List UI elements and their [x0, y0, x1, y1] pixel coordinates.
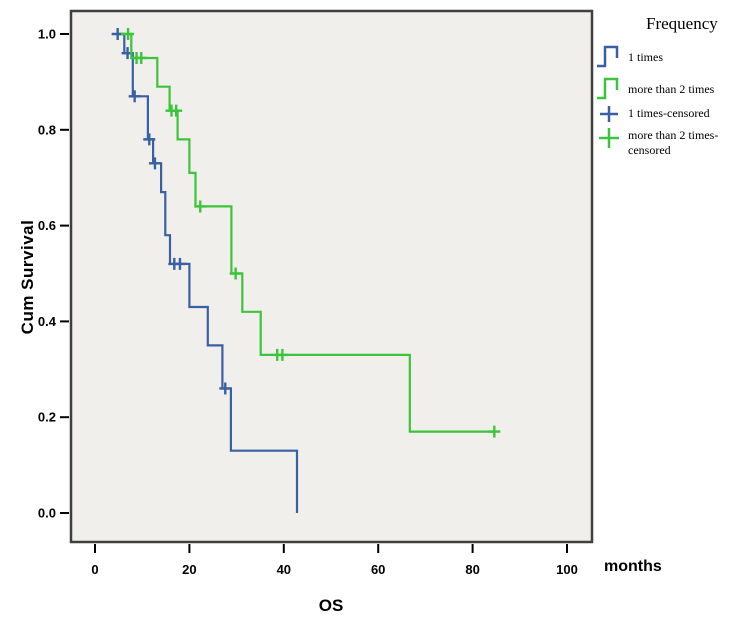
- legend-item-more-than-2-times: more than 2 times: [596, 73, 748, 101]
- censored-mark-1: [276, 348, 289, 361]
- step-line-icon: [596, 73, 628, 101]
- legend: Frequency 1 times more than 2 times: [596, 14, 748, 162]
- censored-mark-0: [128, 90, 141, 103]
- y-tick-label: 0.0: [38, 506, 56, 521]
- x-tick-label: 0: [91, 562, 98, 577]
- legend-item-more-than-2-times-censored: more than 2 times-censored: [596, 127, 748, 158]
- legend-item-1-times: 1 times: [596, 41, 748, 69]
- censored-mark-1: [194, 200, 207, 213]
- x-tick-label: 80: [465, 562, 479, 577]
- x-tick-label: 20: [182, 562, 196, 577]
- censored-mark-0: [173, 257, 186, 270]
- censored-mark-1: [229, 267, 242, 280]
- legend-item-label: 1 times: [628, 50, 663, 64]
- legend-item-label: more than 2 times: [628, 82, 715, 96]
- censored-mark-0: [219, 382, 232, 395]
- legend-title: Frequency: [646, 14, 718, 33]
- censored-mark-1: [170, 104, 183, 117]
- y-tick-label: 1.0: [38, 27, 56, 42]
- x-axis-title: OS: [318, 596, 344, 615]
- x-tick-label: 60: [371, 562, 385, 577]
- x-axis-unit-label: months: [604, 558, 662, 575]
- survival-curve-1: [121, 32, 495, 433]
- plus-mark-icon: [596, 105, 628, 123]
- censored-mark-0: [143, 133, 156, 146]
- x-tick-label: 100: [556, 562, 578, 577]
- censored-mark-1: [122, 28, 135, 40]
- y-tick-label: 0.8: [38, 122, 56, 137]
- censored-mark-0: [148, 157, 161, 170]
- legend-item-1-times-censored: 1 times-censored: [596, 105, 748, 123]
- x-tick-label: 40: [277, 562, 291, 577]
- y-tick-label: 0.6: [38, 218, 56, 233]
- step-line-icon: [596, 41, 628, 69]
- legend-item-label: 1 times-censored: [628, 106, 710, 120]
- legend-item-label: more than 2 times-censored: [628, 128, 719, 157]
- y-axis-title: Cum Survival: [18, 219, 37, 335]
- y-tick-label: 0.2: [38, 410, 56, 425]
- censored-mark-1: [488, 425, 501, 438]
- censored-mark-1: [135, 51, 148, 64]
- plot-area: [69, 9, 594, 544]
- y-tick-label: 0.4: [38, 314, 57, 329]
- plus-mark-icon: [596, 127, 628, 149]
